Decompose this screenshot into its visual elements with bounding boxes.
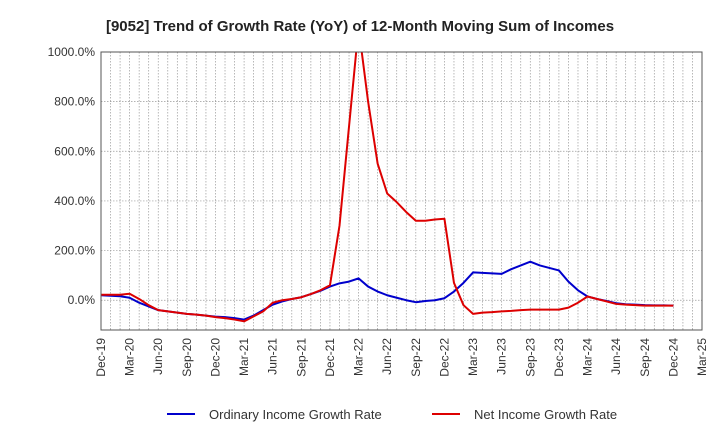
y-tick-label: 0.0% [68,293,96,307]
x-tick-label: Jun-21 [266,338,280,375]
x-tick-label: Jun-22 [380,338,394,375]
x-tick-label: Mar-23 [466,338,480,376]
y-tick-label: 400.0% [54,194,95,208]
plot-frame [100,51,703,331]
x-tick-label: Mar-24 [581,338,595,376]
y-tick-label: 600.0% [54,144,95,158]
y-tick-label: 800.0% [54,95,95,109]
plot-area: 0.0% 200.0% 400.0% 600.0% 800.0% 1000.0% Dec-1… [48,45,709,377]
x-tick-label: Jun-20 [151,338,165,375]
legend-label-ordinary: Ordinary Income Growth Rate [209,407,382,422]
x-tick-label: Mar-20 [123,338,137,376]
x-tick-label: Sep-21 [294,338,308,377]
series-line-net-income [101,52,674,323]
x-tick-label: Dec-22 [437,338,451,377]
chart-title: [9052] Trend of Growth Rate (YoY) of 12-… [106,18,614,35]
legend-label-net: Net Income Growth Rate [474,407,617,422]
x-tick-label: Jun-24 [609,338,623,375]
x-tick-label: Sep-23 [523,338,537,377]
x-tick-label: Sep-20 [180,338,194,377]
x-tick-label: Sep-22 [409,338,423,377]
x-tick-label: Sep-24 [638,338,652,377]
x-tick-label: Dec-24 [666,338,680,377]
x-tick-label: Dec-19 [94,338,108,377]
x-tick-label: Dec-23 [552,338,566,377]
x-tick-label: Mar-22 [352,338,366,376]
x-tick-label: Mar-25 [695,338,709,376]
y-tick-label: 1000.0% [48,45,96,59]
x-tick-label: Jun-23 [495,338,509,375]
y-tick-label: 200.0% [54,244,95,258]
x-tick-label: Dec-20 [208,338,222,377]
x-tick-label: Dec-21 [323,338,337,377]
x-tick-label: Mar-21 [237,338,251,376]
legend: Ordinary Income Growth Rate Net Income G… [167,407,617,422]
